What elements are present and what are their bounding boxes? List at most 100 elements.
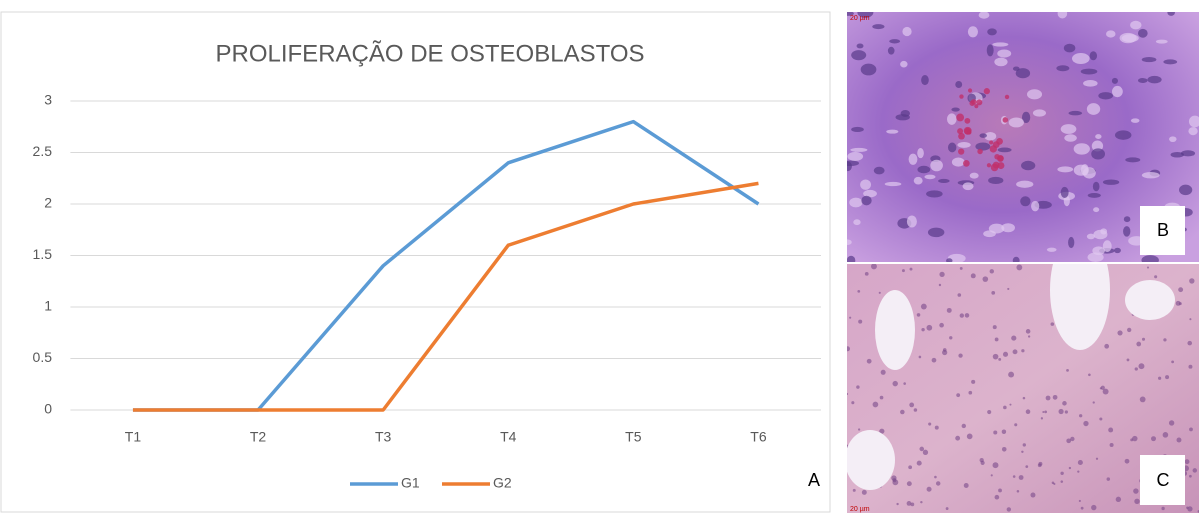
- nucleus: [1009, 117, 1024, 127]
- cell: [1135, 367, 1138, 370]
- rbc: [984, 88, 990, 94]
- cell: [987, 410, 991, 414]
- nucleus: [889, 39, 900, 43]
- cell: [1014, 423, 1017, 426]
- nucleus: [1033, 109, 1046, 116]
- cell: [998, 489, 1002, 493]
- nucleus: [888, 47, 895, 55]
- nucleus: [1074, 143, 1090, 154]
- cell: [1189, 278, 1194, 283]
- nucleus: [1141, 255, 1158, 265]
- nucleus: [886, 130, 898, 134]
- rbc: [968, 88, 972, 92]
- panel-label: B: [1157, 220, 1169, 240]
- cell: [845, 346, 850, 351]
- nucleus: [998, 147, 1012, 152]
- cell: [1091, 505, 1096, 510]
- nucleus: [851, 127, 864, 132]
- nucleus: [1138, 29, 1148, 38]
- nucleus: [952, 158, 965, 167]
- cell: [1019, 475, 1024, 480]
- cell: [1079, 414, 1082, 417]
- nucleus: [1081, 69, 1098, 75]
- nucleus: [1142, 172, 1160, 178]
- rbc: [958, 133, 965, 140]
- rbc: [959, 94, 963, 98]
- rbc: [964, 118, 970, 124]
- nucleus: [1112, 78, 1118, 84]
- cell: [867, 359, 872, 364]
- cell: [1060, 472, 1063, 475]
- cell: [923, 450, 928, 455]
- nucleus: [930, 160, 943, 172]
- cell: [1104, 344, 1109, 349]
- nucleus: [847, 152, 863, 161]
- cell: [934, 476, 937, 479]
- nucleus: [1047, 248, 1057, 252]
- cell: [1108, 428, 1113, 433]
- cell: [1081, 507, 1084, 510]
- nucleus: [1147, 76, 1161, 83]
- nucleus: [1088, 253, 1104, 262]
- cell: [910, 268, 913, 271]
- nucleus: [1130, 21, 1141, 30]
- cell: [1171, 360, 1174, 363]
- cell: [1026, 409, 1031, 414]
- cell: [995, 495, 1000, 500]
- cell: [907, 501, 912, 506]
- cell: [1136, 342, 1141, 347]
- cell: [903, 382, 906, 385]
- cell: [1158, 377, 1161, 380]
- nucleus: [1057, 166, 1073, 172]
- cell: [962, 424, 966, 428]
- nucleus: [1069, 111, 1083, 115]
- cell: [1008, 372, 1014, 378]
- cell: [917, 461, 922, 466]
- rbc: [958, 148, 964, 154]
- nucleus: [938, 179, 950, 183]
- scale-bar-label: 20 µm: [850, 15, 870, 22]
- nucleus: [1103, 179, 1119, 184]
- nucleus: [1103, 240, 1112, 252]
- cell: [1138, 363, 1144, 369]
- cell: [990, 269, 994, 273]
- nucleus: [926, 190, 943, 197]
- cell: [917, 313, 921, 317]
- nucleus: [857, 44, 864, 49]
- nucleus: [853, 219, 860, 225]
- cell: [1178, 287, 1183, 292]
- cell: [956, 393, 960, 397]
- cell: [853, 489, 856, 492]
- cell: [936, 481, 940, 485]
- nucleus: [1016, 68, 1030, 78]
- cell: [1023, 397, 1026, 400]
- nucleus: [1064, 44, 1075, 53]
- cell: [1107, 477, 1110, 480]
- nucleus: [921, 75, 929, 85]
- cell: [849, 317, 851, 319]
- cell: [1013, 349, 1018, 354]
- cell: [1066, 438, 1071, 443]
- legend-label: G2: [493, 475, 512, 491]
- nucleus: [885, 182, 902, 186]
- nucleus: [1156, 40, 1168, 44]
- cell: [939, 323, 944, 328]
- nucleus: [994, 58, 1007, 67]
- chart-title: PROLIFERAÇÃO DE OSTEOBLASTOS: [216, 40, 645, 67]
- cell: [1154, 275, 1157, 278]
- cell: [946, 507, 949, 510]
- legend-label: G1: [401, 475, 420, 491]
- cell: [873, 402, 879, 408]
- cell: [1046, 396, 1051, 401]
- nucleus: [1093, 182, 1100, 191]
- nucleus: [1031, 201, 1039, 211]
- nucleus: [1122, 34, 1139, 42]
- nucleus: [909, 154, 918, 165]
- cell: [1044, 411, 1047, 414]
- nucleus: [1061, 124, 1077, 134]
- cell: [908, 465, 912, 469]
- x-tick-label: T3: [375, 429, 392, 445]
- nucleus: [851, 50, 866, 60]
- cell: [920, 501, 922, 503]
- cell: [1101, 386, 1105, 390]
